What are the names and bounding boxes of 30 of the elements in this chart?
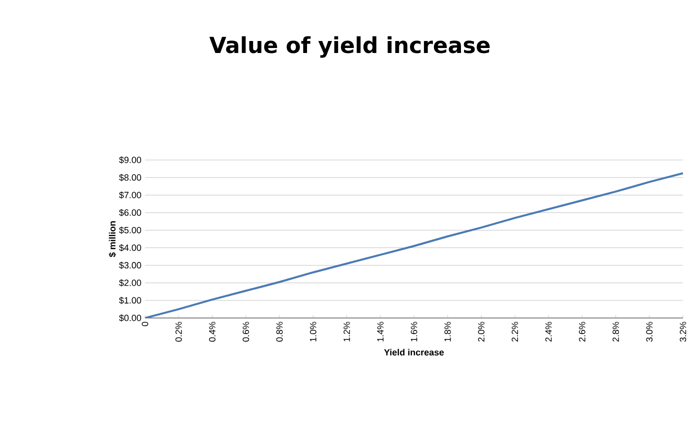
y-tick-label: $0.00 [119, 314, 142, 322]
y-tick-label: $6.00 [119, 209, 142, 216]
x-tick-label: 1.6% [410, 322, 418, 342]
x-tick-label: 0.6% [242, 322, 250, 342]
x-axis-title: Yield increase [384, 348, 444, 356]
chart-title: Value of yield increase [209, 36, 490, 58]
y-axis-title: $ million [108, 221, 116, 258]
x-tick-label: 2.8% [612, 322, 619, 342]
x-tick-label: 0 [142, 322, 148, 326]
x-tick-label: 2.4% [545, 322, 552, 342]
x-tick-label: 2.6% [578, 322, 586, 342]
x-tick-label: 1.4% [377, 322, 384, 342]
y-tick-label: $5.00 [119, 226, 142, 234]
x-tick-label: 1.0% [310, 322, 316, 342]
y-tick-label: $8.00 [119, 174, 142, 182]
x-tick-label: 1.2% [344, 322, 350, 342]
y-tick-label: $3.00 [119, 262, 142, 269]
x-tick-label: 3.0% [646, 322, 653, 342]
y-tick-label: $1.00 [119, 296, 142, 304]
x-tick-label: 1.8% [444, 322, 451, 342]
x-tick-label: 2.0% [478, 322, 484, 342]
y-tick-label: $7.00 [119, 191, 142, 199]
y-tick-label: $2.00 [119, 279, 142, 287]
x-tick-label: 3.2% [680, 322, 686, 342]
y-tick-label: $4.00 [119, 244, 142, 252]
x-tick-label: 0.4% [209, 322, 216, 342]
x-tick-label: 0.8% [276, 322, 283, 342]
x-tick-label: 0.2% [175, 322, 182, 342]
y-tick-label: $9.00 [119, 156, 142, 164]
x-tick-label: 2.2% [512, 322, 518, 342]
